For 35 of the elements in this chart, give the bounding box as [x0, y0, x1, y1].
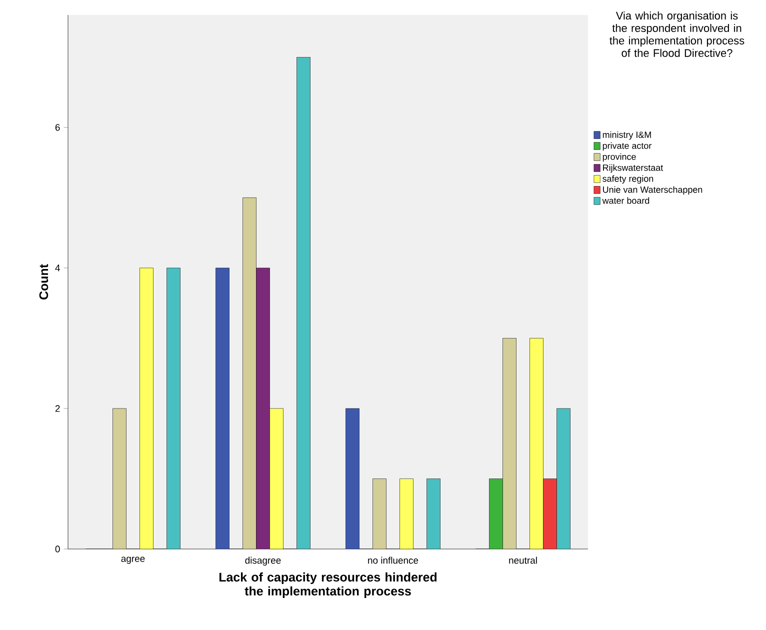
bar: [346, 408, 360, 549]
bar: [242, 198, 256, 549]
legend-label: ministry I&M: [602, 131, 651, 140]
bar: [400, 478, 414, 549]
legend-label: Rijkswaterstaat: [603, 164, 664, 173]
legend-label: safety region: [602, 175, 654, 184]
legend-label: Unie van Waterschappen: [603, 186, 702, 195]
y-tick-label: 0: [55, 546, 60, 552]
x-tick-label: no influence: [368, 556, 418, 564]
legend-label: private actor: [602, 142, 652, 151]
x-axis-title: Lack of capacity resources hindered the implementation process: [219, 572, 437, 598]
x-tick-label: neutral: [509, 556, 537, 564]
bar: [112, 408, 126, 549]
legend-label: province: [602, 153, 636, 162]
legend-label: water board: [602, 197, 650, 204]
bar: [543, 478, 557, 549]
y-tick-label: 4: [55, 264, 60, 272]
bar: [140, 268, 154, 549]
y-axis-title: Count: [39, 264, 48, 300]
bar: [372, 478, 386, 549]
bar: [166, 268, 180, 549]
bar: [256, 268, 270, 549]
bar: [556, 408, 570, 549]
bar: [489, 478, 503, 549]
y-tick-label: 6: [55, 124, 60, 131]
legend-title: Via which organisation is the respondent involved in the implementation process of the Flood Directive?: [610, 12, 744, 57]
bar: [426, 478, 440, 549]
bar: [530, 338, 544, 549]
bar: [502, 338, 516, 549]
y-tick-label: 2: [55, 405, 60, 412]
x-tick-label: disagree: [245, 556, 281, 566]
bar: [270, 408, 284, 549]
bar: [296, 57, 310, 549]
x-tick-label: agree: [121, 556, 145, 564]
bar: [216, 268, 230, 549]
